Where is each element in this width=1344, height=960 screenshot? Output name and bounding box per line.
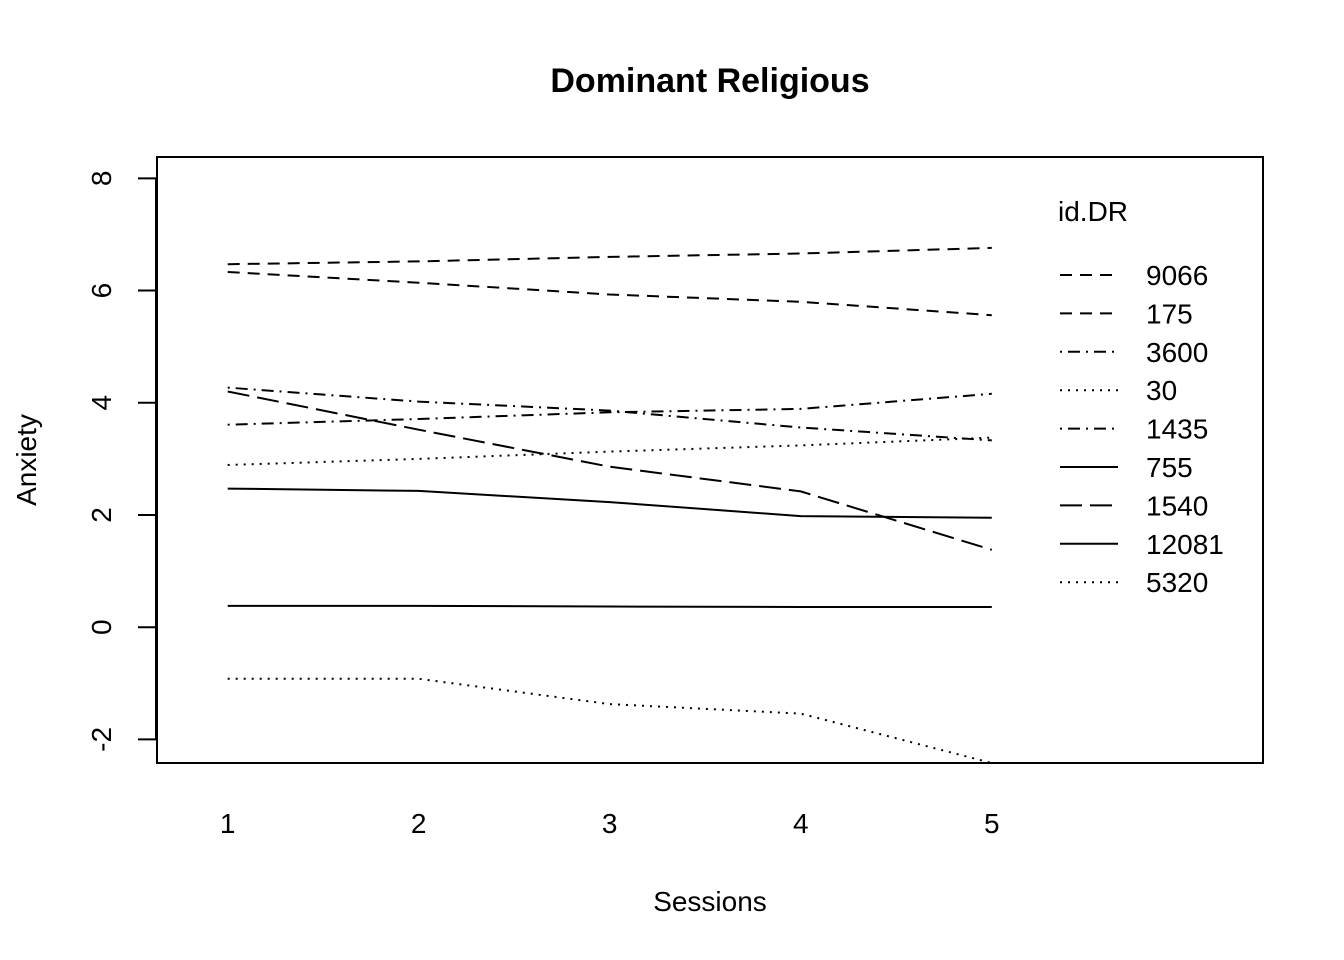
legend-label: 1540: [1146, 490, 1208, 521]
legend-label: 175: [1146, 298, 1193, 329]
y-tick-label: 2: [86, 507, 117, 523]
series-line-9066: [227, 246, 992, 266]
legend-label: 1435: [1146, 414, 1208, 445]
legend-label: 3600: [1146, 337, 1208, 368]
x-axis: 1 2 3 4 5: [220, 808, 1000, 839]
legend-title: id.DR: [1058, 196, 1128, 227]
y-tick-label: -2: [86, 727, 117, 752]
y-axis-label: Anxiety: [11, 414, 42, 506]
y-tick-label: 8: [86, 171, 117, 187]
series-layer: [227, 246, 993, 764]
series-line-755: [227, 487, 992, 519]
y-tick-label: 0: [86, 619, 117, 635]
legend-label: 12081: [1146, 529, 1224, 560]
series-line-5320: [227, 677, 993, 764]
x-tick-label: 3: [602, 808, 618, 839]
x-axis-label: Sessions: [653, 886, 767, 917]
legend: id.DR 9066 175 3600 30 1435 755 1540 12081 5320: [1058, 196, 1224, 598]
series-line-1435: [227, 386, 992, 442]
x-tick-label: 4: [793, 808, 809, 839]
chart-title: Dominant Religious: [550, 62, 869, 100]
legend-label: 9066: [1146, 260, 1208, 291]
series-line-12081: [227, 604, 992, 608]
legend-label: 755: [1146, 452, 1193, 483]
legend-label: 30: [1146, 375, 1177, 406]
series-line-175: [227, 271, 992, 317]
legend-label: 5320: [1146, 567, 1208, 598]
plot-frame: [156, 156, 1264, 764]
x-tick-label: 2: [411, 808, 427, 839]
y-axis: -2 0 2 4 6 8: [86, 171, 157, 752]
x-tick-label: 1: [220, 808, 236, 839]
y-tick-label: 4: [86, 395, 117, 411]
series-line-1540: [227, 390, 993, 551]
series-line-3600: [227, 392, 992, 426]
series-line-30: [227, 436, 992, 466]
x-tick-label: 5: [984, 808, 1000, 839]
y-tick-label: 6: [86, 283, 117, 299]
